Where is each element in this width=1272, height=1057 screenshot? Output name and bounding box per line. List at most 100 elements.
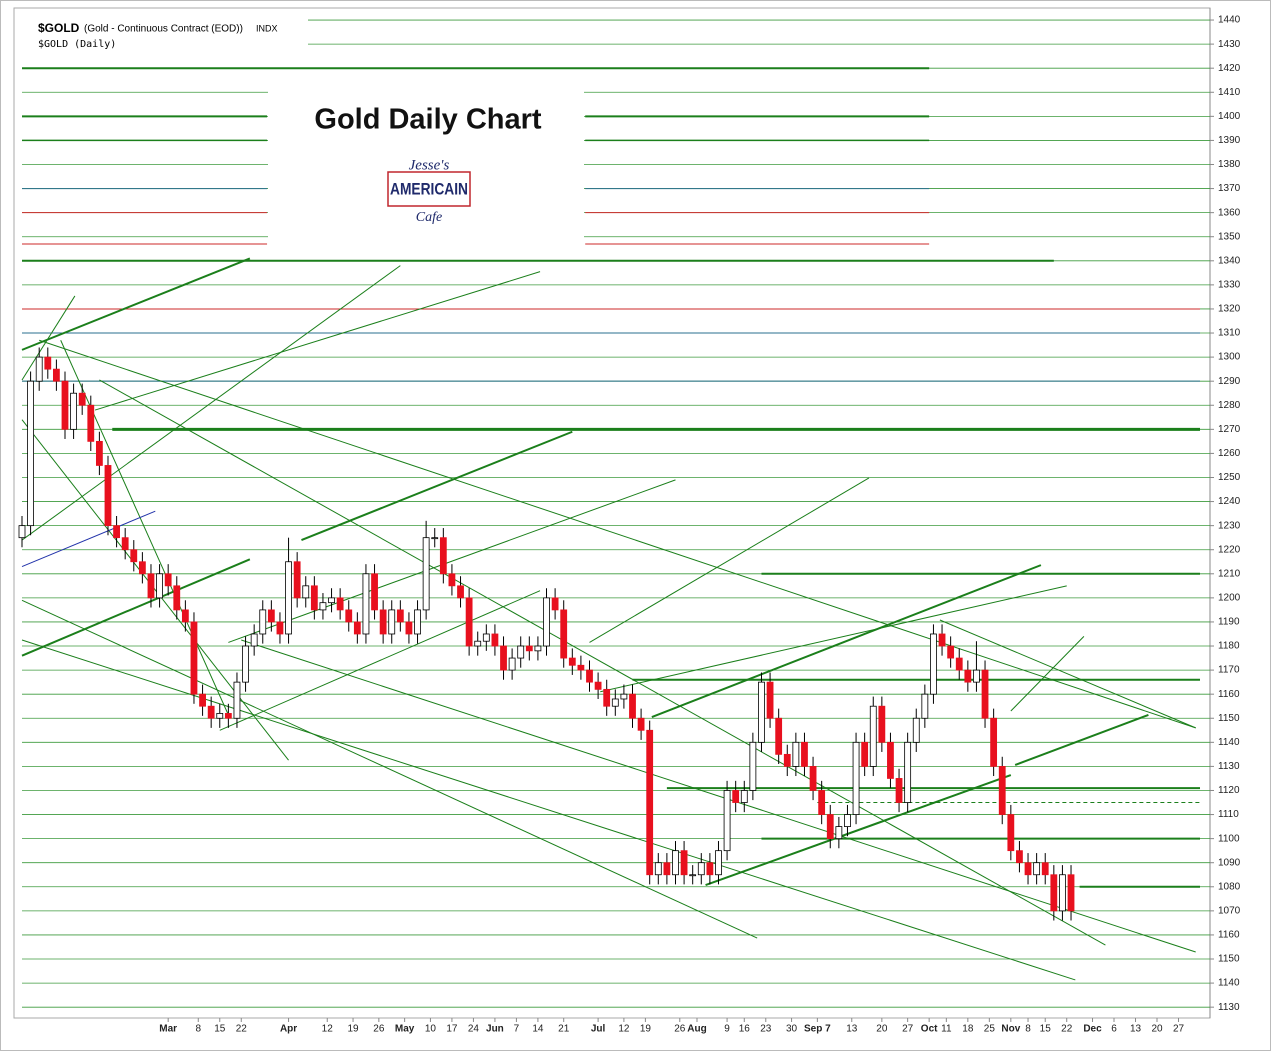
candle-body	[457, 585, 464, 599]
x-tick-label: 15	[214, 1024, 226, 1035]
candle-body	[534, 645, 542, 652]
x-tick-label: 6	[1111, 1024, 1117, 1035]
x-tick-label: 8	[1025, 1024, 1031, 1035]
candle-body	[1007, 814, 1015, 852]
trend-line	[21, 599, 758, 939]
candle-body	[181, 609, 189, 623]
x-tick-label: 8	[195, 1024, 201, 1035]
candle-body	[895, 778, 903, 803]
candle-body	[113, 525, 120, 539]
candle-body	[620, 693, 628, 700]
x-tick-label: 22	[1061, 1024, 1073, 1035]
candle-body	[517, 645, 525, 659]
candle-body	[396, 609, 404, 623]
y-tick-label: 1390	[1218, 135, 1241, 146]
candle-body	[904, 741, 912, 803]
y-tick-label: 1410	[1218, 87, 1241, 98]
candle-body	[250, 633, 258, 647]
y-tick-label: 1400	[1218, 111, 1241, 122]
x-tick-label: 17	[446, 1024, 458, 1035]
x-tick-label: 7	[514, 1024, 520, 1035]
candle-body	[267, 609, 275, 623]
x-tick-label: Mar	[159, 1024, 177, 1035]
trend-line	[21, 265, 401, 541]
candle-body	[594, 681, 602, 690]
trend-line	[21, 510, 156, 568]
candle-body	[465, 597, 473, 647]
candle-body	[95, 440, 103, 466]
candle-body	[405, 621, 413, 635]
logo-top: Jesse's	[409, 157, 450, 173]
logo-frame	[387, 171, 471, 207]
candle-body	[207, 705, 215, 719]
x-tick-label: 20	[1151, 1024, 1163, 1035]
candle-body	[930, 633, 937, 695]
candle-body	[1059, 874, 1066, 912]
candle-body	[173, 585, 181, 611]
candle-body	[689, 874, 697, 877]
candle-body	[732, 790, 740, 803]
x-tick-label: Dec	[1083, 1024, 1102, 1035]
candle-body	[224, 713, 232, 719]
y-tick-label: 1290	[1218, 376, 1241, 387]
candle-body	[353, 621, 361, 635]
candle-body	[577, 664, 585, 671]
candle-body	[336, 597, 344, 611]
y-tick-label: 1220	[1218, 544, 1241, 555]
candle-body	[190, 621, 198, 695]
x-tick-label: Jul	[591, 1024, 606, 1035]
y-tick-label: 1150	[1218, 713, 1240, 724]
candle-body	[723, 790, 731, 852]
candle-body	[52, 368, 60, 382]
candle-body	[302, 585, 310, 599]
candle-body	[104, 465, 112, 527]
x-tick-label: 27	[1173, 1024, 1185, 1035]
candle-body	[362, 573, 370, 635]
y-tick-label: 1100	[1218, 833, 1240, 844]
x-tick-label: 19	[640, 1024, 652, 1035]
candle-body	[310, 585, 318, 611]
candle-body	[826, 814, 834, 840]
candle-body	[371, 573, 378, 611]
x-tick-label: Oct	[921, 1024, 938, 1035]
candle-body	[61, 380, 69, 430]
candle-body	[1041, 862, 1049, 876]
candle-body	[783, 753, 791, 767]
trend-line	[241, 639, 1196, 953]
candle-body	[706, 862, 714, 876]
candle-body	[629, 693, 636, 719]
line-layer	[21, 67, 1200, 981]
y-tick-label: 1360	[1218, 207, 1241, 218]
trend-line	[39, 339, 1196, 729]
candle-layer	[18, 347, 1075, 921]
candle-body	[1024, 862, 1032, 876]
candle-body	[199, 693, 206, 707]
candle-body	[70, 392, 77, 430]
candle-body	[964, 669, 972, 683]
candle-body	[319, 602, 327, 611]
candle-body	[586, 669, 593, 683]
candle-body	[328, 597, 335, 604]
candle-body	[887, 741, 894, 779]
candle-body	[981, 669, 989, 719]
candle-body	[130, 549, 138, 563]
candle-body	[801, 741, 808, 767]
candle-body	[646, 729, 654, 876]
trend-line	[21, 558, 251, 657]
y-tick-label: 1250	[1218, 472, 1241, 483]
y-tick-label: 1310	[1218, 328, 1241, 339]
symbol: $GOLD	[38, 21, 80, 35]
x-tick-label: May	[395, 1024, 415, 1035]
candle-body	[147, 573, 155, 599]
candle-body	[654, 862, 662, 876]
candle-body	[560, 609, 568, 659]
candle-body	[740, 790, 748, 803]
trend-line	[21, 257, 251, 351]
candle-body	[551, 597, 559, 611]
header-box	[18, 14, 308, 56]
candle-body	[345, 609, 353, 623]
trend-line	[1014, 713, 1149, 766]
candle-body	[835, 826, 843, 840]
